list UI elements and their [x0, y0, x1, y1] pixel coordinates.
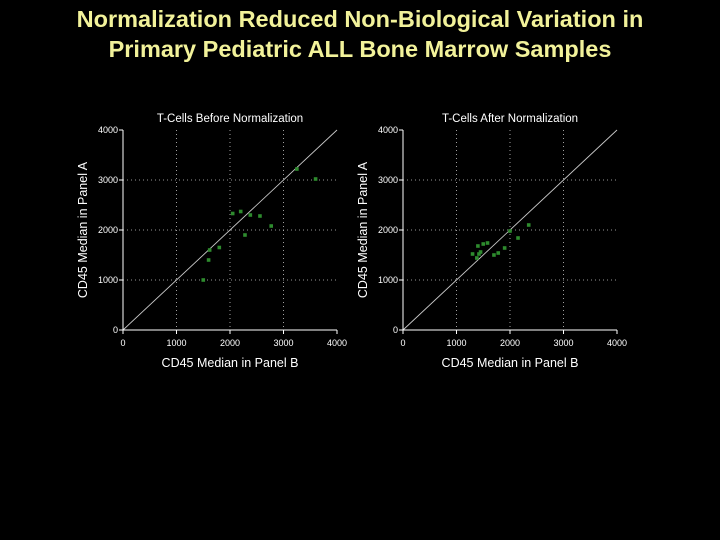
data-point [485, 241, 490, 245]
y-axis-label: CD45 Median in Panel A [356, 161, 370, 298]
data-point [502, 246, 507, 250]
data-point [496, 251, 501, 255]
x-tick-label: 4000 [607, 338, 627, 348]
data-point [201, 278, 206, 282]
data-point [526, 223, 531, 227]
data-point [492, 253, 496, 257]
x-tick-label: 3000 [273, 338, 293, 348]
y-axis-label: CD45 Median in Panel A [76, 161, 90, 298]
y-tick-label: 4000 [378, 125, 398, 135]
data-point [207, 248, 212, 252]
data-point [475, 256, 479, 260]
data-point [248, 213, 253, 217]
data-point [230, 211, 235, 216]
scatter-chart-before: T-Cells Before Normalization 0 1000 2000 300… [76, 113, 347, 370]
data-point [217, 245, 222, 250]
data-point [243, 233, 247, 237]
y-tick-label: 1000 [98, 275, 118, 285]
x-tick-label: 1000 [446, 338, 466, 348]
x-tick-label: 2000 [500, 338, 520, 348]
chart-title: T-Cells Before Normalization [157, 113, 303, 125]
y-tick-label: 4000 [98, 125, 118, 135]
scatter-chart-after: T-Cells After Normalization 0 1000 2000 3000… [356, 113, 627, 370]
data-point [478, 250, 483, 254]
x-tick-label: 1000 [166, 338, 186, 348]
slide-title-line-1: Normalization Reduced Non-Biological Var… [76, 6, 644, 32]
y-tick-label: 0 [393, 325, 398, 335]
data-point [470, 252, 475, 256]
data-point [516, 236, 520, 240]
data-point [476, 244, 480, 248]
data-point [238, 209, 243, 214]
y-tick-label: 3000 [98, 175, 118, 185]
data-point [206, 258, 211, 262]
y-tick-label: 3000 [378, 175, 398, 185]
data-point [313, 177, 318, 181]
data-point [481, 242, 486, 246]
x-axis-label: CD45 Median in Panel B [442, 356, 579, 370]
y-tick-label: 1000 [378, 275, 398, 285]
identity-line [122, 129, 338, 331]
data-point [269, 224, 273, 228]
x-tick-label: 0 [400, 338, 405, 348]
data-point [295, 167, 299, 171]
slide-title-line-2: Primary Pediatric ALL Bone Marrow Sample… [108, 36, 612, 62]
x-tick-label: 4000 [327, 338, 347, 348]
y-tick-label: 2000 [378, 225, 398, 235]
data-point [258, 214, 262, 218]
data-point [508, 229, 512, 233]
x-tick-label: 3000 [553, 338, 573, 348]
x-tick-label: 2000 [220, 338, 240, 348]
y-tick-label: 0 [113, 325, 118, 335]
data-point [477, 252, 481, 256]
x-tick-label: 0 [120, 338, 125, 348]
chart-title: T-Cells After Normalization [442, 113, 578, 125]
x-axis-label: CD45 Median in Panel B [162, 356, 299, 370]
slide-title: Normalization Reduced Non-Biological Var… [0, 4, 720, 64]
y-tick-label: 2000 [98, 225, 118, 235]
